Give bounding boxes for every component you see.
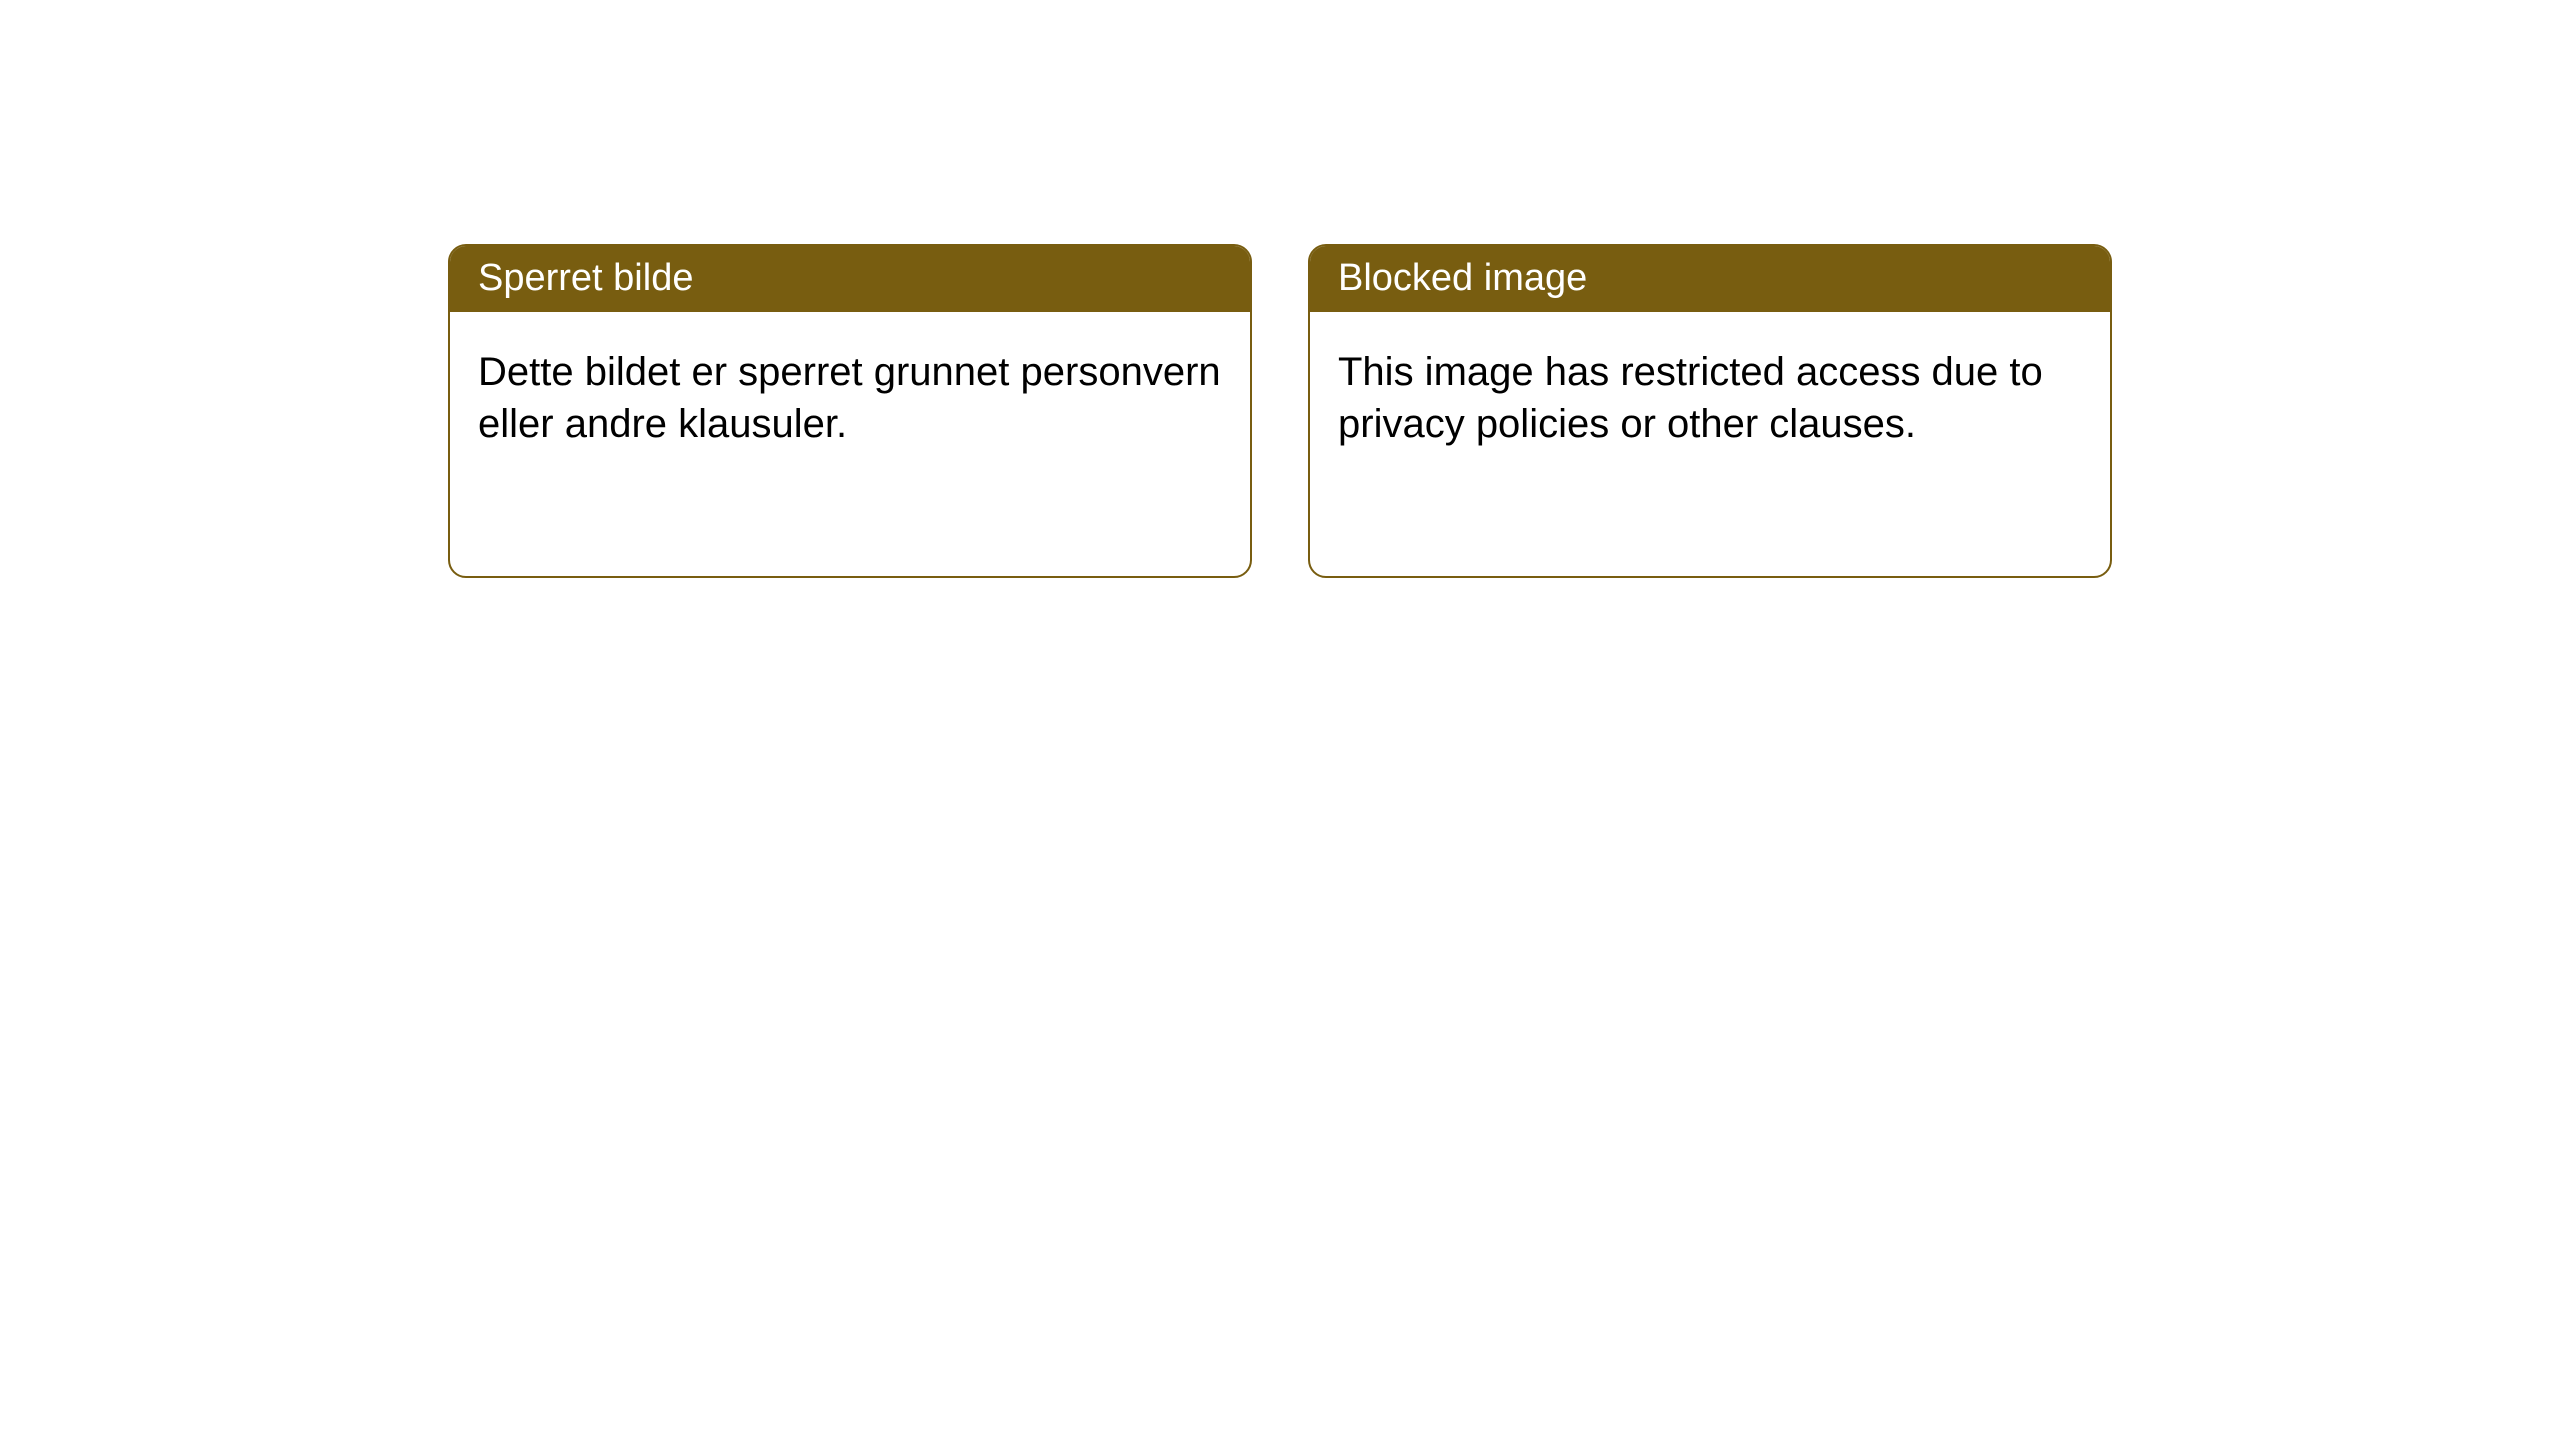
card-message: Dette bildet er sperret grunnet personve… xyxy=(478,350,1221,446)
card-title: Sperret bilde xyxy=(478,257,693,299)
card-header: Sperret bilde xyxy=(450,246,1250,312)
blocked-image-card-norwegian: Sperret bilde Dette bildet er sperret gr… xyxy=(448,244,1252,578)
card-body: Dette bildet er sperret grunnet personve… xyxy=(450,312,1250,484)
card-message: This image has restricted access due to … xyxy=(1338,350,2043,446)
blocked-image-card-english: Blocked image This image has restricted … xyxy=(1308,244,2112,578)
card-header: Blocked image xyxy=(1310,246,2110,312)
card-title: Blocked image xyxy=(1338,257,1587,299)
card-body: This image has restricted access due to … xyxy=(1310,312,2110,484)
message-cards-container: Sperret bilde Dette bildet er sperret gr… xyxy=(448,244,2112,578)
